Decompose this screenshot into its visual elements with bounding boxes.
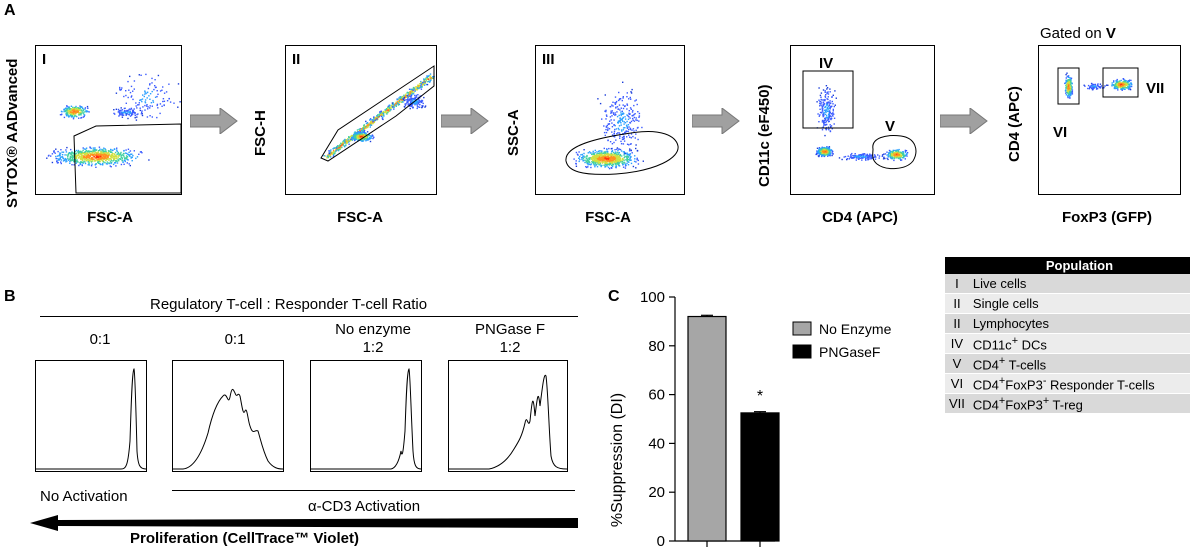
y-tick-label: 100 bbox=[640, 289, 665, 306]
proliferation-arrow-icon bbox=[30, 515, 578, 531]
bar-no-enzyme bbox=[687, 315, 727, 542]
table-row: VI CD4+FoxP3- Responder T-cells bbox=[945, 373, 1190, 394]
gated-on-text: Gated on bbox=[1040, 25, 1106, 42]
histogram-no-activation bbox=[35, 360, 147, 472]
chart-y-axis-label: %Suppression (DI) bbox=[609, 393, 626, 527]
cd3-activation-rule bbox=[172, 490, 575, 491]
gate-label-i: I bbox=[42, 51, 47, 68]
chart-legend: No Enzyme PNGaseF bbox=[792, 321, 892, 360]
plot-i-events bbox=[46, 73, 181, 168]
y-tick-label: 0 bbox=[657, 533, 665, 550]
plot-i-ylabel: SYTOX® AADvanced bbox=[4, 58, 21, 208]
panel-letter-a: A bbox=[4, 2, 16, 19]
ratio-header-rule bbox=[40, 316, 578, 317]
y-tick-label: 80 bbox=[648, 338, 665, 355]
table-header-blank bbox=[945, 257, 969, 274]
histogram-cd3-0-1 bbox=[172, 360, 284, 472]
hist-4-label: PNGase F 1:2 bbox=[474, 321, 546, 356]
table-header-population: Population bbox=[968, 257, 1190, 274]
row-num: VII bbox=[945, 393, 969, 414]
histogram-pngase-f bbox=[448, 360, 568, 472]
gate-label-vii: VII bbox=[1146, 80, 1165, 97]
row-num: II bbox=[945, 313, 969, 334]
plot-iii-xlabel: FSC-A bbox=[585, 209, 631, 226]
plot-iv-events bbox=[815, 85, 909, 162]
row-label: Single cells bbox=[968, 293, 1190, 314]
hist-2-label: 0:1 bbox=[224, 331, 246, 348]
flow-plot-ii: II bbox=[285, 45, 437, 195]
suppression-bar-chart: %Suppression (DI) 0 20 40 60 80 100 * No Enzy… bbox=[609, 289, 892, 550]
row-num: I bbox=[945, 274, 969, 294]
flow-plot-iv: IV V bbox=[790, 45, 935, 195]
y-tick-label: 20 bbox=[648, 484, 665, 501]
gated-on-population: V bbox=[1105, 25, 1116, 42]
cd3-activation-label: α-CD3 Activation bbox=[308, 498, 421, 515]
plot-iv-ylabel: CD11c (eF450) bbox=[756, 84, 773, 187]
plot-iv-xlabel: CD4 (APC) bbox=[822, 209, 898, 226]
plot-ii-ylabel: FSC-H bbox=[252, 110, 269, 156]
plot-v-xlabel: FoxP3 (GFP) bbox=[1061, 209, 1152, 226]
legend-swatch bbox=[792, 344, 812, 359]
plot-v-events bbox=[1064, 72, 1133, 99]
hist-1-label: 0:1 bbox=[89, 331, 111, 348]
table-row: II Single cells bbox=[945, 293, 1190, 314]
row-label: Live cells bbox=[968, 274, 1190, 294]
population-table: Population I Live cells II Single cells II… bbox=[945, 257, 1190, 414]
legend-label: No Enzyme bbox=[819, 321, 892, 337]
arrow-right-icon bbox=[692, 108, 740, 134]
table-header-row: Population bbox=[945, 257, 1190, 274]
y-tick-label: 60 bbox=[648, 387, 665, 404]
row-label: CD11c+ DCs bbox=[968, 333, 1190, 354]
table-row: V CD4+ T-cells bbox=[945, 353, 1190, 374]
bar-pngasef bbox=[740, 412, 780, 542]
flow-plot-i: I bbox=[35, 45, 182, 195]
row-label: CD4+ T-cells bbox=[968, 353, 1190, 374]
row-label: CD4+FoxP3- Responder T-cells bbox=[968, 373, 1190, 394]
plot-iii-ylabel: SSC-A bbox=[505, 109, 522, 156]
legend-label: PNGaseF bbox=[819, 344, 880, 360]
arrow-right-icon bbox=[441, 108, 489, 134]
row-num: IV bbox=[945, 333, 969, 354]
panel-letter-c: C bbox=[608, 288, 620, 305]
flow-plot-iii: III bbox=[535, 45, 685, 195]
histogram-no-enzyme bbox=[310, 360, 422, 472]
row-num: V bbox=[945, 353, 969, 374]
arrow-right-icon bbox=[940, 108, 988, 134]
gate-label-iv: IV bbox=[819, 55, 834, 72]
row-num: VI bbox=[945, 373, 969, 394]
table-row: IV CD11c+ DCs bbox=[945, 333, 1190, 354]
gated-on-header: Gated on V bbox=[1040, 25, 1116, 42]
significance-asterisk: * bbox=[757, 388, 763, 405]
row-label: CD4+FoxP3+ T-reg bbox=[968, 393, 1190, 414]
plot-ii-events bbox=[323, 73, 435, 159]
table-row: I Live cells bbox=[945, 274, 1190, 294]
chart-bars: * bbox=[687, 314, 780, 547]
gate-label-iii: III bbox=[542, 51, 555, 68]
gate-label-vi: VI bbox=[1053, 124, 1068, 141]
proliferation-label: Proliferation (CellTrace™ Violet) bbox=[130, 530, 359, 547]
no-activation-label: No Activation bbox=[40, 488, 128, 505]
row-label: Lymphocytes bbox=[968, 313, 1190, 334]
ratio-header: Regulatory T-cell : Responder T-cell Rat… bbox=[150, 296, 428, 313]
plot-i-xlabel: FSC-A bbox=[87, 209, 133, 226]
y-tick-label: 40 bbox=[648, 435, 665, 452]
arrow-right-icon bbox=[190, 108, 238, 134]
table-row: VII CD4+FoxP3+ T-reg bbox=[945, 393, 1190, 414]
legend-swatch bbox=[792, 321, 812, 336]
row-num: II bbox=[945, 293, 969, 314]
plot-iii-events bbox=[573, 81, 644, 170]
flow-plot-v: VI VII bbox=[1038, 45, 1181, 195]
gate-label-ii: II bbox=[292, 51, 301, 68]
gate-label-v: V bbox=[885, 118, 896, 135]
plot-v-ylabel: CD4 (APC) bbox=[1006, 86, 1023, 162]
table-row: II Lymphocytes bbox=[945, 313, 1190, 334]
panel-letter-b: B bbox=[4, 288, 16, 305]
hist-3-label: No enzyme 1:2 bbox=[335, 321, 411, 356]
plot-ii-xlabel: FSC-A bbox=[337, 209, 383, 226]
